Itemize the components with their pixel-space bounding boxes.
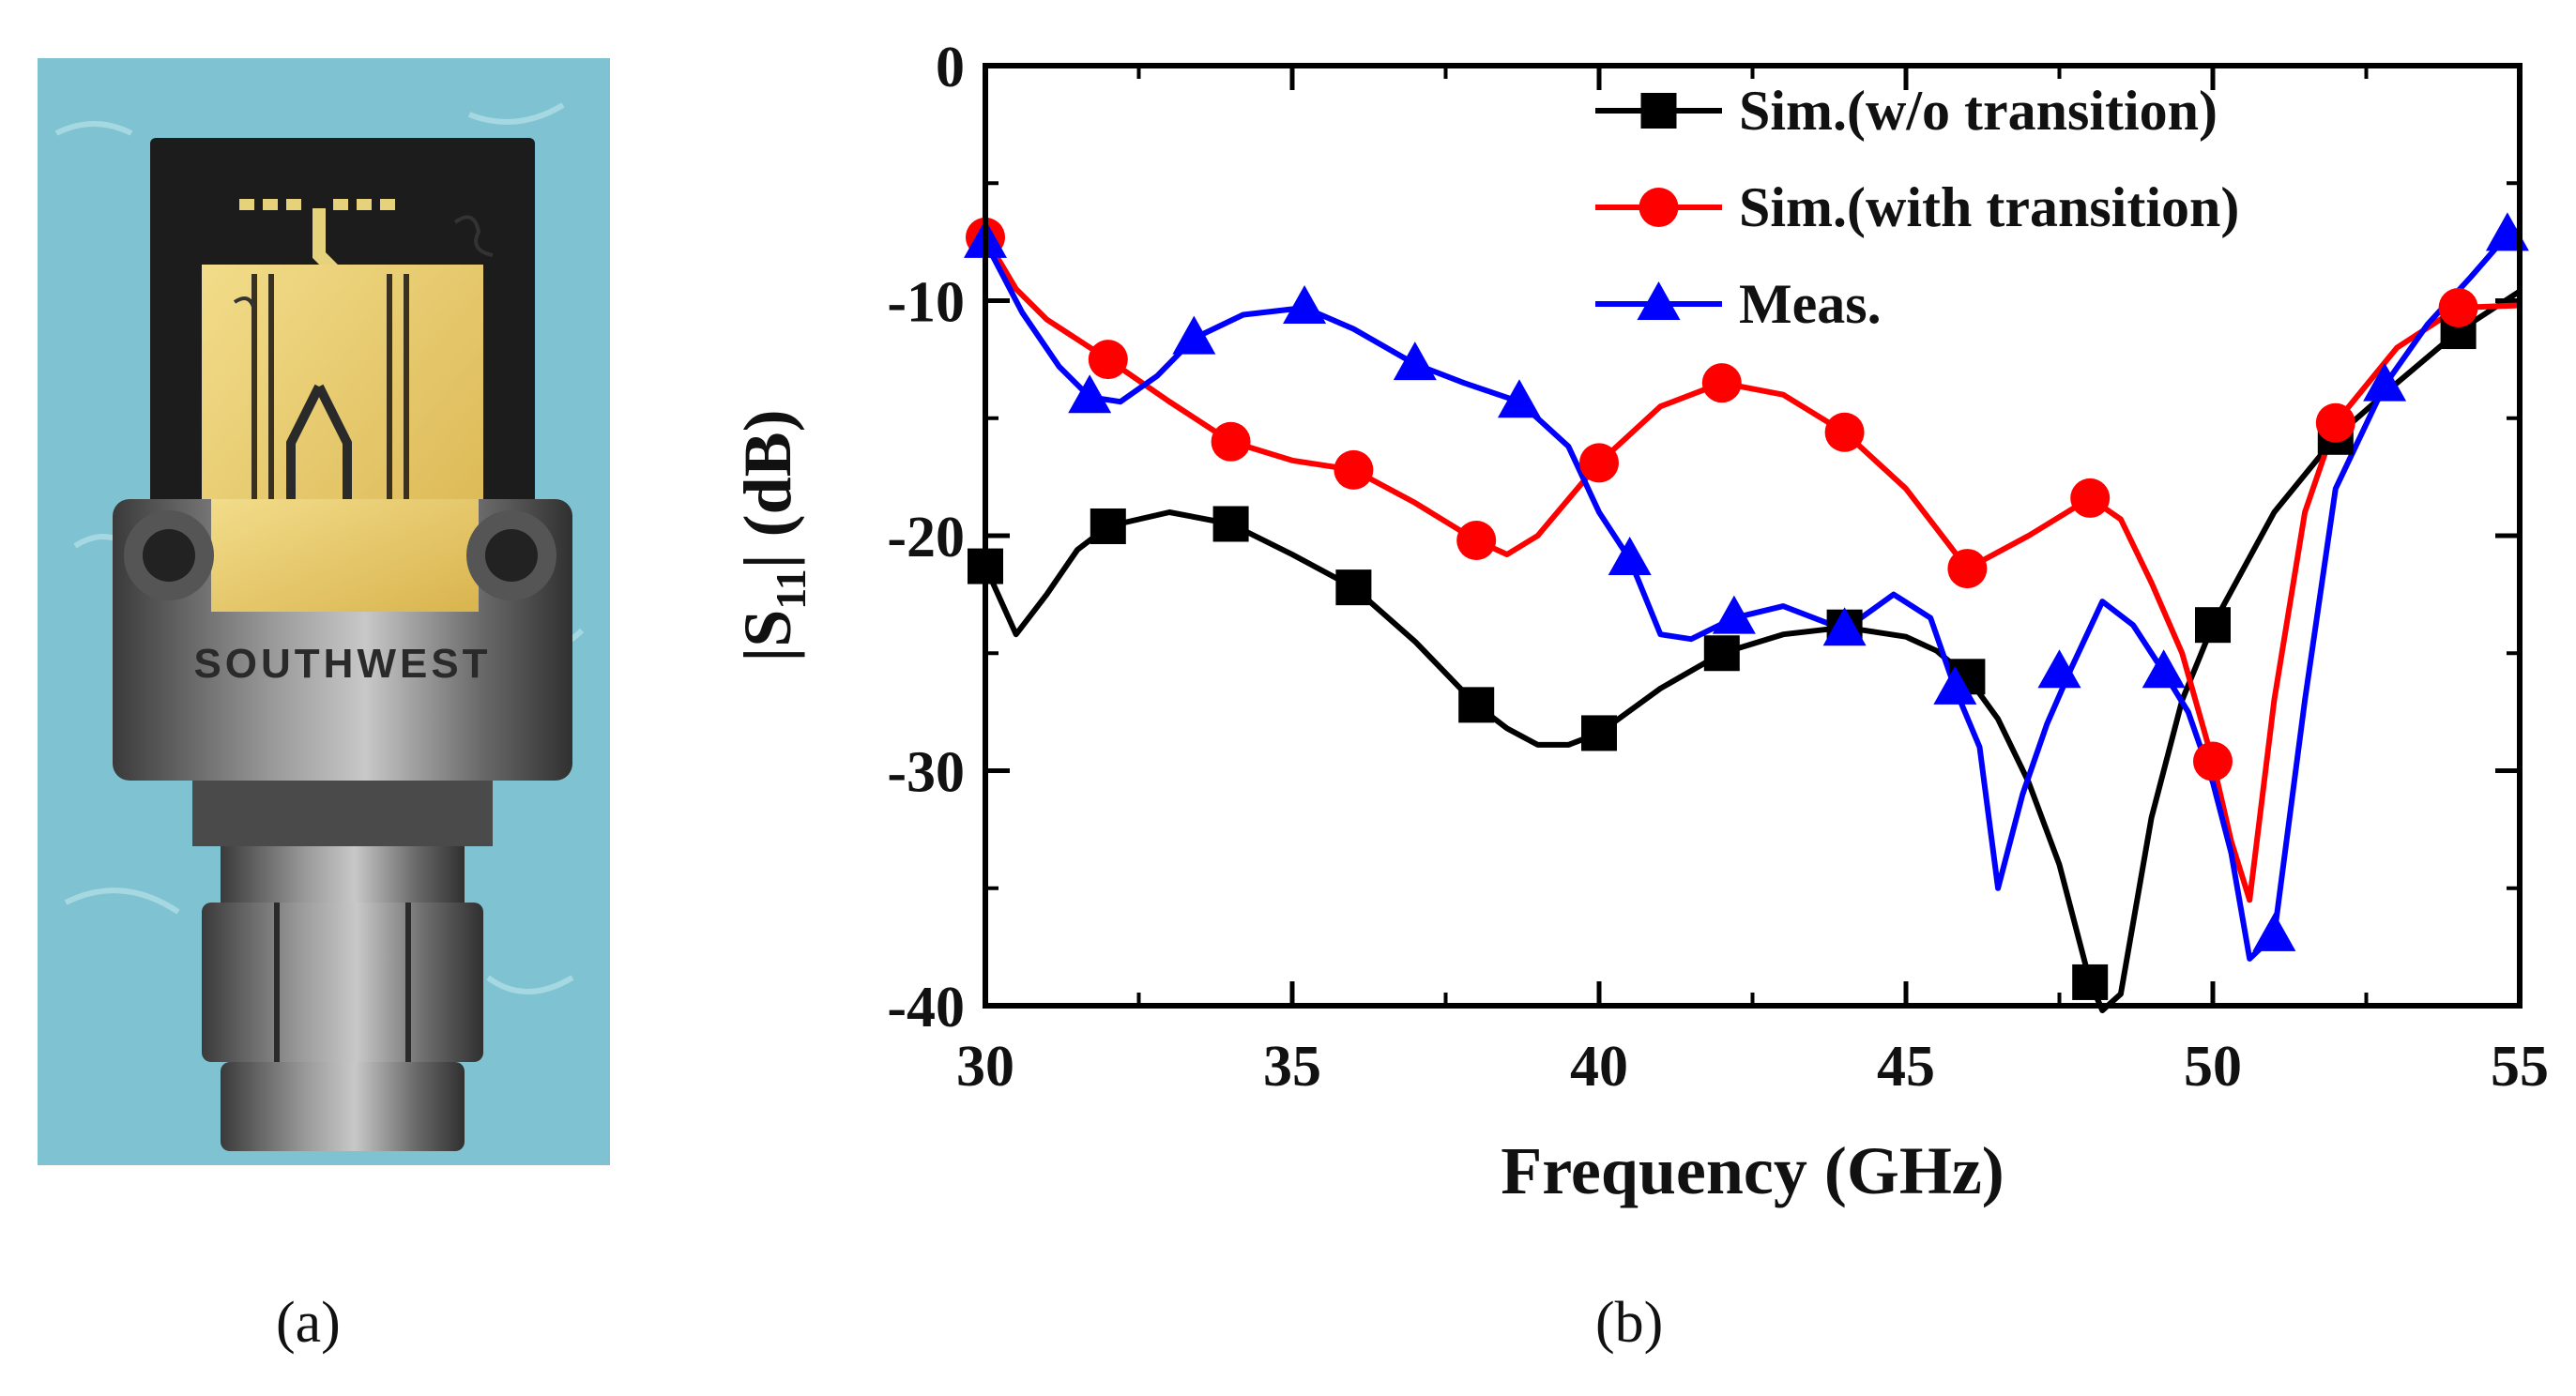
chart-series-markers bbox=[964, 212, 2529, 1000]
data-point-triangle bbox=[1608, 537, 1652, 576]
top-pads bbox=[239, 199, 395, 210]
data-point-triangle bbox=[2252, 912, 2296, 951]
x-axis-title: Frequency (GHz) bbox=[1501, 1133, 2004, 1208]
photo-bg-texture bbox=[54, 102, 585, 994]
legend-label: Sim.(w/o transition) bbox=[1739, 80, 2218, 142]
handwritten-mark bbox=[233, 215, 494, 308]
data-point-circle bbox=[2193, 741, 2233, 781]
connector-engraving: SOUTHWEST bbox=[193, 641, 491, 687]
x-tick-label: 55 bbox=[2491, 1035, 2549, 1099]
x-tick-label: 45 bbox=[1877, 1035, 1935, 1099]
y-axis-title-main: |S bbox=[730, 610, 805, 662]
data-point-circle bbox=[2438, 288, 2478, 328]
y-axis-title-tail: | (dB) bbox=[730, 409, 805, 569]
data-point-circle bbox=[1579, 443, 1619, 483]
data-point-square bbox=[1458, 687, 1495, 723]
data-point-square bbox=[1335, 569, 1372, 606]
y-tick-label: 0 bbox=[936, 36, 965, 99]
y-tick-label: -40 bbox=[887, 976, 965, 1039]
data-point-square bbox=[1212, 506, 1249, 542]
plot-frame bbox=[983, 63, 2523, 1009]
x-tick-label: 30 bbox=[956, 1035, 1014, 1099]
data-point-circle bbox=[1334, 449, 1374, 490]
data-point-triangle bbox=[2485, 212, 2529, 251]
legend-label: Meas. bbox=[1739, 273, 1882, 335]
data-point-circle bbox=[1701, 363, 1742, 403]
data-point-square bbox=[2195, 607, 2231, 644]
data-point-circle bbox=[1824, 412, 1865, 452]
data-point-circle bbox=[1456, 521, 1497, 561]
x-tick-label: 40 bbox=[1570, 1035, 1628, 1099]
connector-hex-nut bbox=[202, 903, 483, 1062]
y-tick-label: -30 bbox=[887, 741, 965, 805]
data-point-triangle bbox=[2363, 362, 2407, 402]
data-point-triangle bbox=[1712, 595, 1756, 634]
data-point-triangle bbox=[2142, 649, 2186, 689]
data-point-triangle bbox=[2037, 649, 2081, 689]
legend-marker-square bbox=[1640, 93, 1677, 129]
data-point-circle bbox=[2315, 402, 2355, 443]
data-point-triangle bbox=[1497, 379, 1541, 418]
data-point-square bbox=[2072, 964, 2109, 1000]
data-point-circle bbox=[1088, 340, 1128, 380]
y-tick-label: -20 bbox=[887, 506, 965, 569]
y-tick-label: -10 bbox=[887, 271, 965, 335]
x-tick-label: 35 bbox=[1263, 1035, 1321, 1099]
via-rows bbox=[252, 274, 409, 593]
screw-left-hole bbox=[143, 529, 195, 582]
data-point-circle bbox=[1211, 421, 1251, 462]
chart-series-lines bbox=[983, 227, 2522, 1013]
connector-neck bbox=[192, 781, 493, 846]
legend-marker-circle bbox=[1639, 188, 1679, 227]
caption-a: (a) bbox=[276, 1291, 341, 1355]
caption-b: (b) bbox=[1595, 1291, 1664, 1355]
hex-nut-edges bbox=[274, 903, 411, 1062]
legend-label: Sim.(with transition) bbox=[1739, 176, 2239, 238]
y-axis-title: |S11| (dB) bbox=[730, 409, 815, 661]
data-point-square bbox=[1581, 715, 1617, 751]
chart-legend: Sim.(w/o transition) Sim.(with transition… bbox=[1595, 80, 2239, 335]
fixture-photo: SOUTHWEST bbox=[38, 58, 610, 1165]
data-point-square bbox=[1090, 508, 1126, 544]
connector-tip bbox=[221, 1062, 465, 1151]
data-point-triangle bbox=[1822, 607, 1867, 646]
y-axis-title-sub: 11 bbox=[767, 569, 815, 609]
series-line-0 bbox=[983, 288, 2522, 1013]
data-point-triangle bbox=[1068, 374, 1112, 414]
data-point-triangle bbox=[1933, 665, 1977, 705]
screw-right-hole bbox=[485, 529, 538, 582]
legend-marker-triangle bbox=[1637, 281, 1681, 320]
connector-ridge bbox=[221, 846, 465, 903]
data-point-square bbox=[1703, 635, 1740, 672]
data-point-triangle bbox=[1393, 341, 1437, 381]
data-point-triangle bbox=[1283, 285, 1327, 325]
data-point-triangle bbox=[1172, 315, 1216, 355]
data-point-circle bbox=[2070, 478, 2111, 518]
x-tick-label: 50 bbox=[2184, 1035, 2242, 1099]
connector-window bbox=[211, 499, 479, 612]
chart-tick-labels: 30 35 40 45 50 55 0 -10 -20 -30 -40 bbox=[887, 36, 2549, 1099]
data-point-circle bbox=[1947, 549, 1988, 589]
